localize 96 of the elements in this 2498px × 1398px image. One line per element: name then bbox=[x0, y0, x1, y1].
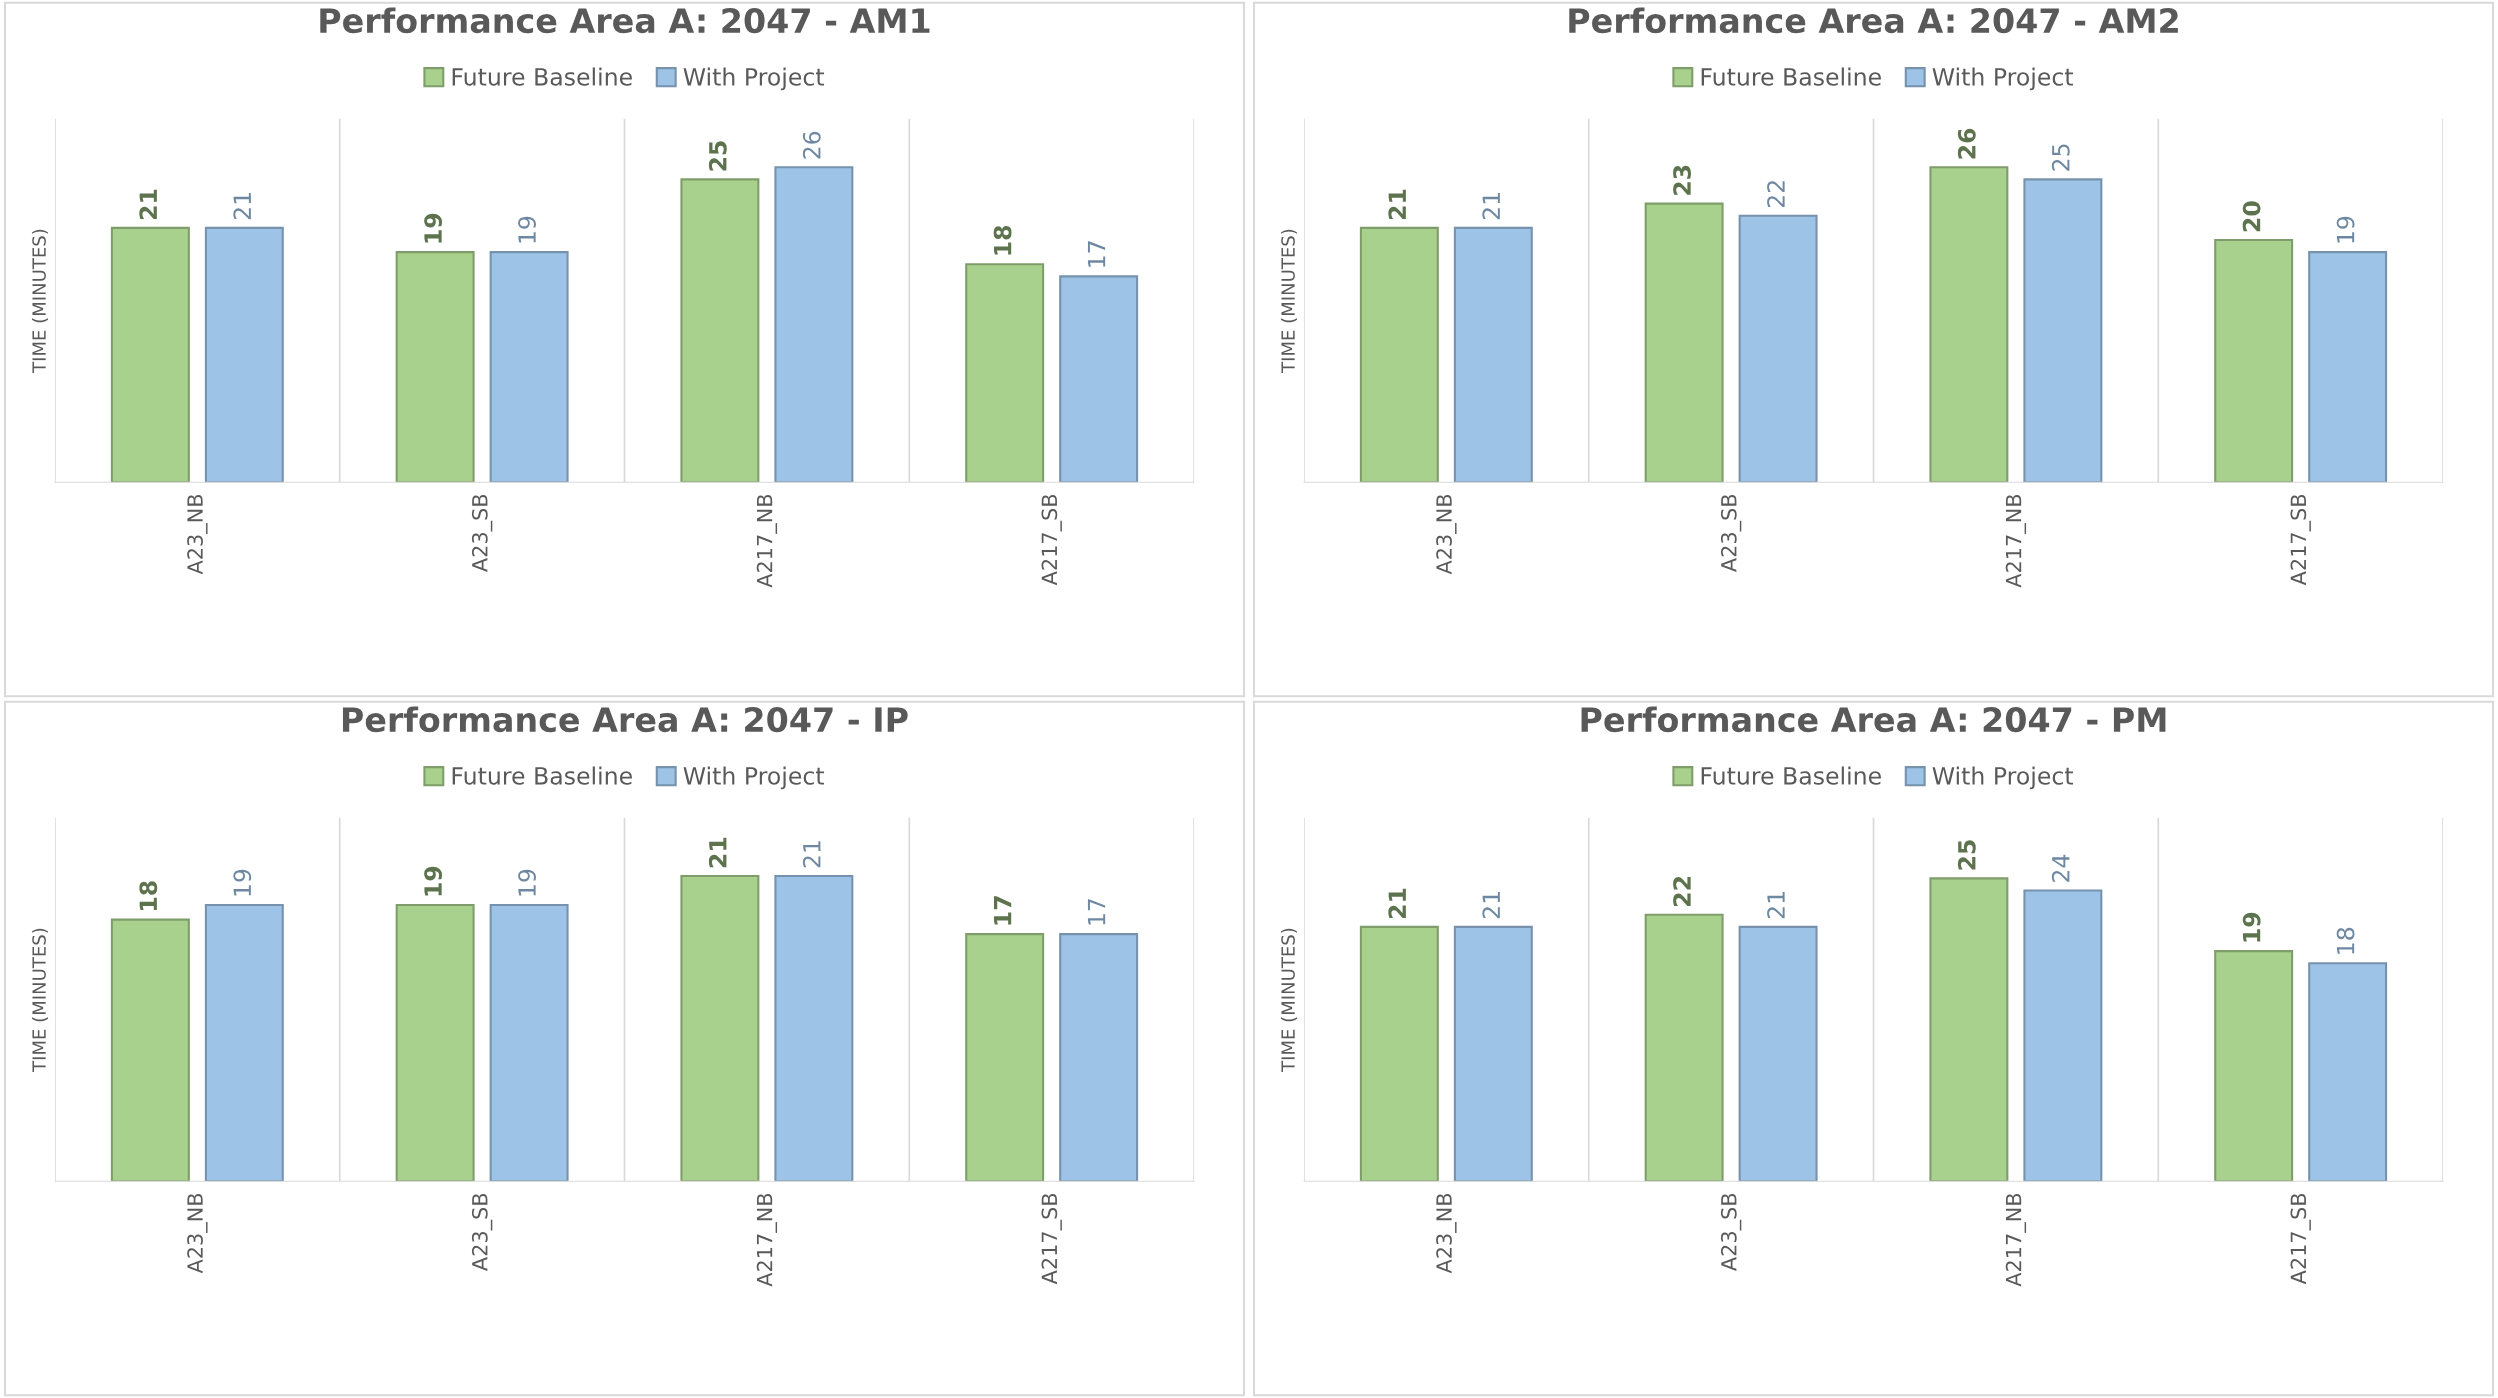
x-tick-label: A23_SB bbox=[471, 1193, 493, 1271]
x-tick-label: A23_NB bbox=[187, 1193, 208, 1274]
data-label: 25 bbox=[708, 141, 727, 171]
data-label: 17 bbox=[1087, 899, 1106, 925]
bar bbox=[1453, 226, 1533, 483]
data-label: 21 bbox=[1388, 888, 1406, 919]
bar bbox=[204, 226, 284, 483]
bar bbox=[489, 251, 569, 483]
legend-label: With Project bbox=[683, 67, 825, 91]
data-label: 22 bbox=[1673, 877, 1691, 906]
legend-label: Future Baseline bbox=[1701, 766, 1881, 785]
bar bbox=[1738, 214, 1818, 483]
data-label: 21 bbox=[233, 193, 251, 220]
x-tick-label: A23_SB bbox=[471, 494, 493, 572]
x-tick-label: A23_NB bbox=[187, 494, 208, 575]
chart-title: Performance Area A: 2047 - AM2 bbox=[1569, 7, 2178, 34]
data-label: 21 bbox=[1388, 189, 1406, 220]
data-label: 26 bbox=[802, 131, 821, 159]
data-label: 22 bbox=[1767, 181, 1785, 208]
bar bbox=[1929, 877, 2009, 1182]
data-label: 19 bbox=[424, 213, 442, 243]
data-label: 19 bbox=[2242, 912, 2261, 942]
data-label: 17 bbox=[1087, 241, 1106, 267]
bar bbox=[1929, 166, 2009, 483]
data-label: 24 bbox=[2051, 854, 2070, 882]
data-label: 21 bbox=[1482, 193, 1500, 220]
bar bbox=[395, 251, 475, 483]
data-label: 19 bbox=[424, 866, 442, 896]
data-label: 18 bbox=[139, 881, 158, 910]
bar bbox=[489, 904, 569, 1182]
bar bbox=[1359, 226, 1439, 483]
bar bbox=[680, 874, 760, 1182]
y-axis-title: TIME (MINUTES) bbox=[1280, 229, 1298, 373]
bar bbox=[965, 933, 1045, 1182]
x-tick-label: A217_NB bbox=[2005, 1193, 2027, 1287]
legend-label: Future Baseline bbox=[1701, 67, 1881, 86]
data-label: 18 bbox=[2336, 927, 2355, 954]
bar bbox=[110, 226, 190, 483]
x-tick-label: A217_SB bbox=[2290, 494, 2311, 586]
legend-label: With Project bbox=[1932, 766, 2074, 790]
x-tick-label: A23_SB bbox=[1720, 494, 1742, 572]
chart-title: Performance Area A: 2047 - PM bbox=[1581, 706, 2166, 733]
data-label: 21 bbox=[1482, 892, 1500, 919]
data-label: 19 bbox=[518, 216, 536, 243]
y-axis-title: TIME (MINUTES) bbox=[1280, 928, 1298, 1072]
chart-title: Performance Area A: 2047 - AM1 bbox=[320, 7, 930, 34]
bar bbox=[2214, 238, 2294, 483]
bar bbox=[965, 263, 1045, 483]
bar bbox=[395, 904, 475, 1182]
x-tick-label: A217_SB bbox=[1041, 494, 1062, 586]
bar bbox=[1453, 925, 1533, 1182]
bar bbox=[680, 178, 760, 483]
bar bbox=[2023, 889, 2103, 1182]
y-axis-title: TIME (MINUTES) bbox=[31, 928, 49, 1072]
bar bbox=[1644, 913, 1724, 1182]
x-tick-label: A23_NB bbox=[1436, 1193, 1457, 1274]
x-tick-label: A217_SB bbox=[2290, 1193, 2311, 1285]
y-axis-title: TIME (MINUTES) bbox=[31, 229, 49, 373]
legend-label: Future Baseline bbox=[452, 67, 632, 86]
bar bbox=[2308, 251, 2388, 483]
bar bbox=[110, 918, 190, 1182]
x-tick-label: A23_NB bbox=[1436, 494, 1457, 575]
bar bbox=[2308, 962, 2388, 1182]
bar bbox=[774, 874, 854, 1182]
data-label: 19 bbox=[233, 869, 252, 896]
bar bbox=[1059, 933, 1139, 1182]
x-tick-label: A217_NB bbox=[756, 494, 778, 588]
bar bbox=[774, 166, 854, 483]
x-tick-label: A23_SB bbox=[1720, 1193, 1742, 1271]
bar bbox=[1059, 275, 1139, 483]
data-label: 23 bbox=[1673, 165, 1691, 195]
bar bbox=[2023, 178, 2103, 483]
data-label: 18 bbox=[993, 225, 1012, 255]
data-label: 21 bbox=[1767, 892, 1785, 919]
data-label: 25 bbox=[1957, 840, 1976, 870]
bar bbox=[2214, 950, 2294, 1182]
bar bbox=[204, 904, 284, 1182]
data-label: 25 bbox=[2051, 144, 2070, 171]
x-tick-label: A217_NB bbox=[756, 1193, 778, 1287]
legend-label: With Project bbox=[1932, 67, 2074, 91]
data-label: 20 bbox=[2242, 201, 2261, 232]
x-tick-label: A217_NB bbox=[2005, 494, 2027, 588]
data-label: 21 bbox=[708, 837, 727, 868]
legend-label: Future Baseline bbox=[452, 766, 632, 785]
data-label: 26 bbox=[1957, 128, 1976, 159]
bar bbox=[1738, 925, 1818, 1182]
data-label: 19 bbox=[518, 869, 536, 896]
bar bbox=[1644, 202, 1724, 483]
data-label: 21 bbox=[139, 189, 157, 220]
chart-title: Performance Area A: 2047 - IP bbox=[342, 706, 908, 733]
legend-label: With Project bbox=[683, 766, 825, 790]
x-tick-label: A217_SB bbox=[1041, 1193, 1062, 1285]
bar bbox=[1359, 925, 1439, 1182]
data-label: 17 bbox=[993, 896, 1012, 925]
data-label: 19 bbox=[2336, 216, 2355, 243]
data-label: 21 bbox=[802, 841, 821, 868]
